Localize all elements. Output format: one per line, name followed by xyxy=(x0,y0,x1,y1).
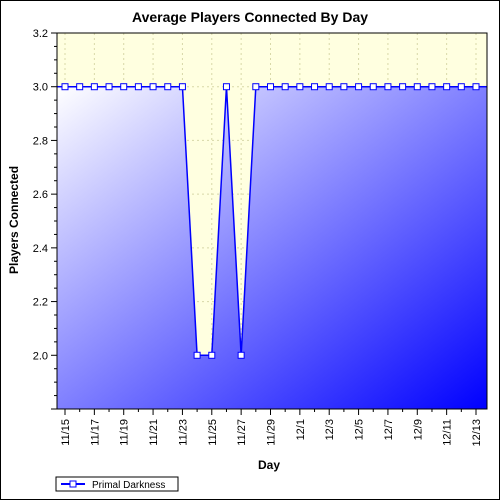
legend-label: Primal Darkness xyxy=(92,480,165,491)
x-tick-label: 11/15 xyxy=(60,419,72,446)
data-point xyxy=(252,83,260,91)
x-tick-label: 12/13 xyxy=(471,419,483,447)
x-tick-label: 11/17 xyxy=(89,419,101,446)
data-point xyxy=(355,83,363,91)
chart-title: Average Players Connected By Day xyxy=(132,9,368,25)
x-tick-label: 11/21 xyxy=(148,419,160,446)
data-point xyxy=(134,83,142,91)
data-point xyxy=(311,83,319,91)
data-point xyxy=(281,83,289,91)
legend-box xyxy=(55,476,179,492)
data-point xyxy=(61,83,69,91)
y-tick-label: 3.0 xyxy=(33,82,48,94)
x-tick-label: 11/27 xyxy=(236,419,248,446)
data-point xyxy=(178,83,186,91)
data-point xyxy=(222,83,230,91)
data-point xyxy=(237,351,245,359)
data-point xyxy=(90,83,98,91)
data-point xyxy=(164,83,172,91)
data-point xyxy=(325,83,333,91)
x-tick-label: 12/3 xyxy=(324,419,336,440)
data-point xyxy=(296,83,304,91)
data-point xyxy=(472,83,480,91)
data-point xyxy=(149,83,157,91)
x-tick-label: 12/5 xyxy=(354,419,366,440)
data-point xyxy=(267,83,274,91)
data-point xyxy=(105,83,113,91)
data-point xyxy=(457,83,465,91)
series-area-fill xyxy=(57,86,487,409)
data-point xyxy=(120,83,128,91)
data-point xyxy=(76,83,84,91)
x-tick-label: 11/23 xyxy=(177,419,189,446)
x-tick-label: 12/11 xyxy=(442,419,454,446)
y-tick-label: 2.2 xyxy=(33,297,48,309)
data-point xyxy=(443,83,451,91)
x-tick-label: 12/1 xyxy=(295,419,307,440)
y-tick-label: 2.8 xyxy=(33,135,48,147)
y-tick-label: 2.4 xyxy=(33,243,48,255)
data-point xyxy=(193,351,201,359)
data-point xyxy=(208,351,216,359)
legend-marker-swatch xyxy=(69,480,77,488)
data-point xyxy=(428,83,436,91)
x-tick-label: 12/7 xyxy=(383,419,395,440)
data-point xyxy=(399,83,407,91)
y-tick-label: 3.2 xyxy=(33,28,48,40)
data-point xyxy=(369,83,377,91)
data-point xyxy=(340,83,348,91)
data-point xyxy=(384,83,392,91)
y-tick-label: 2.6 xyxy=(33,189,48,201)
plot-area: 2.0 2.2 2.4 2.6 2.8 3.0 3.2 11/15 11/17 11/19 11/2… xyxy=(33,28,488,447)
legend: Primal Darkness xyxy=(55,476,179,492)
y-axis-title: Players Connected xyxy=(7,166,21,274)
x-tick-label: 11/25 xyxy=(207,419,219,446)
x-tick-label: 11/29 xyxy=(266,419,278,446)
x-tick-label: 11/19 xyxy=(119,419,131,446)
data-point xyxy=(413,83,421,91)
y-tick-label: 2.0 xyxy=(33,350,48,362)
x-axis-title: Day xyxy=(258,458,280,472)
x-tick-label: 12/9 xyxy=(412,419,424,440)
